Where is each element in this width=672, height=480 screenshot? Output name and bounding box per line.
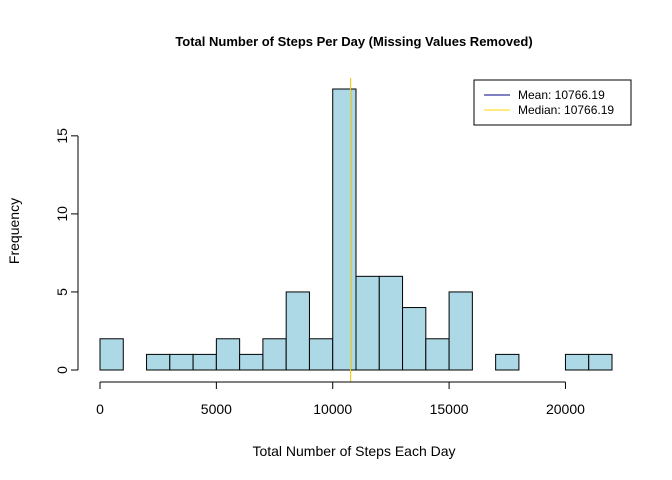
histogram-bar <box>169 353 194 371</box>
histogram-bar <box>378 275 404 371</box>
histogram-bar <box>402 307 427 371</box>
legend-box <box>473 79 632 126</box>
histogram-bar <box>192 353 217 371</box>
y-tick-label: 5 <box>54 288 70 296</box>
x-tick-label: 10000 <box>313 401 352 417</box>
x-tick-label: 15000 <box>430 401 469 417</box>
histogram-bar <box>425 338 450 371</box>
histogram-bar <box>239 353 264 371</box>
x-tick-label: 5000 <box>201 401 232 417</box>
histogram-bar <box>448 291 473 371</box>
histogram-bar <box>308 338 334 371</box>
histogram-bar <box>262 338 287 371</box>
legend-label: Mean: 10766.19 <box>518 88 605 102</box>
histogram-bar <box>355 275 380 371</box>
y-axis-label: Frequency <box>6 198 22 264</box>
histogram-bar <box>99 338 124 371</box>
histogram-bar <box>588 353 613 371</box>
histogram-bar <box>332 88 357 371</box>
histogram-bar <box>285 291 310 371</box>
histogram-bar <box>215 338 241 371</box>
legend-label: Median: 10766.19 <box>518 103 614 117</box>
bars-group <box>99 88 613 371</box>
histogram-bar <box>564 353 590 371</box>
chart-title: Total Number of Steps Per Day (Missing V… <box>175 34 532 49</box>
histogram-bar <box>495 353 520 371</box>
y-axis: 0 5 10 15 <box>54 128 79 374</box>
x-axis-label: Total Number of Steps Each Day <box>252 443 455 459</box>
x-tick-label: 20000 <box>546 401 585 417</box>
histogram-bar <box>146 353 171 371</box>
y-tick-label: 10 <box>54 206 70 222</box>
y-tick-label: 15 <box>54 128 70 144</box>
x-tick-label: 0 <box>96 401 104 417</box>
x-axis: 0 5000 10000 15000 20000 <box>96 381 585 417</box>
y-tick-label: 0 <box>54 366 70 374</box>
